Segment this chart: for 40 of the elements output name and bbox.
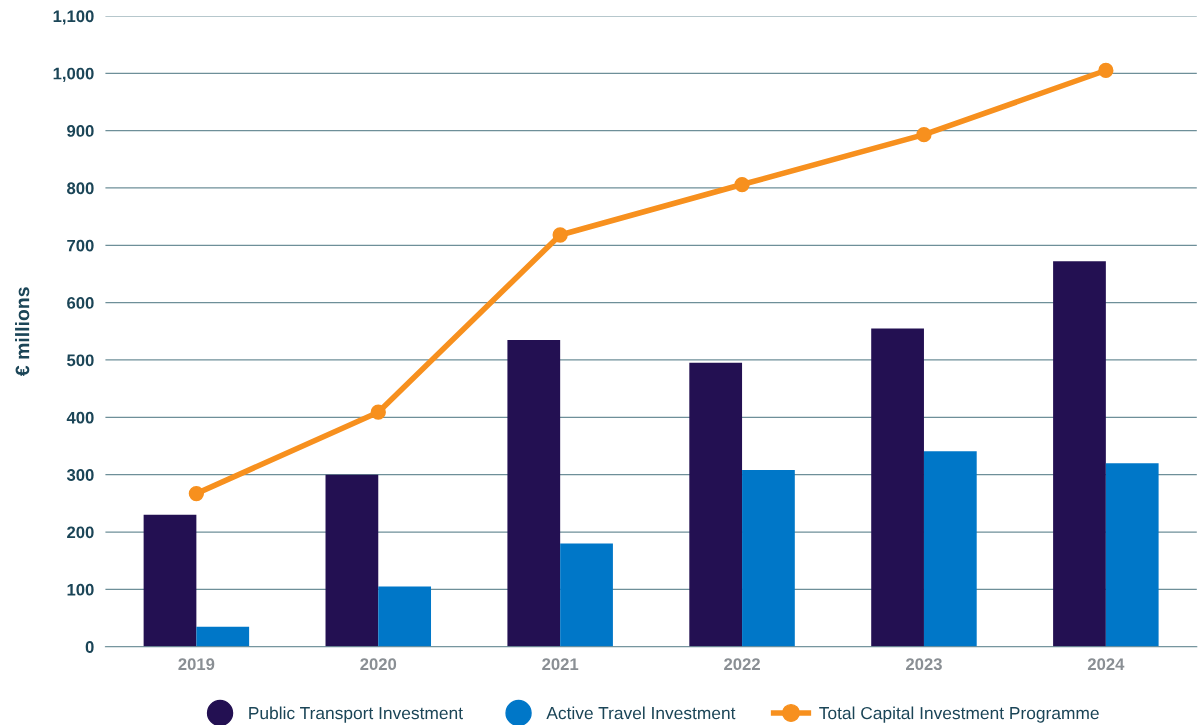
bar [871, 328, 924, 647]
bar [378, 586, 432, 647]
point [734, 176, 750, 193]
x-tick-label: 2022 [724, 658, 760, 671]
y-tick-label: 700 [67, 239, 94, 252]
x-tick-label: 2023 [906, 658, 942, 671]
x-tick-label: 2024 [1087, 658, 1125, 671]
bar [325, 474, 379, 647]
bar [1053, 261, 1106, 647]
y-axis-title: € millions [15, 287, 30, 377]
y-tick-label: 300 [66, 469, 94, 481]
bar [196, 626, 250, 647]
y-tick-label: 100 [67, 583, 94, 596]
legend-label: Active Travel Investment [546, 706, 736, 720]
x-tick-label: 2021 [542, 658, 579, 671]
y-tick-label: 900 [67, 125, 94, 137]
y-tick-label: 1,100 [53, 10, 94, 25]
bar [560, 543, 613, 647]
point [370, 404, 386, 420]
bar [143, 514, 197, 647]
y-tick-label: 400 [66, 411, 94, 424]
legend-label: Public Transport Investment [249, 706, 463, 723]
point [552, 227, 568, 243]
y-tick-label: 200 [67, 526, 94, 539]
point [188, 485, 205, 502]
point [1098, 62, 1114, 79]
bar [507, 339, 561, 647]
legend-label: Total Capital Investment Programme [819, 706, 1099, 723]
bar [689, 362, 743, 647]
bar [742, 470, 795, 647]
point [916, 127, 932, 143]
bar [923, 451, 977, 647]
y-tick-label: 800 [67, 182, 94, 195]
x-tick-label: 2019 [178, 658, 215, 671]
y-tick-label: 600 [67, 297, 94, 309]
y-tick-label: 500 [67, 354, 94, 367]
bar [1105, 463, 1159, 647]
y-tick-label: 0 [85, 641, 94, 653]
x-tick-label: 2020 [360, 658, 397, 671]
y-tick-label: 1,000 [53, 67, 94, 82]
